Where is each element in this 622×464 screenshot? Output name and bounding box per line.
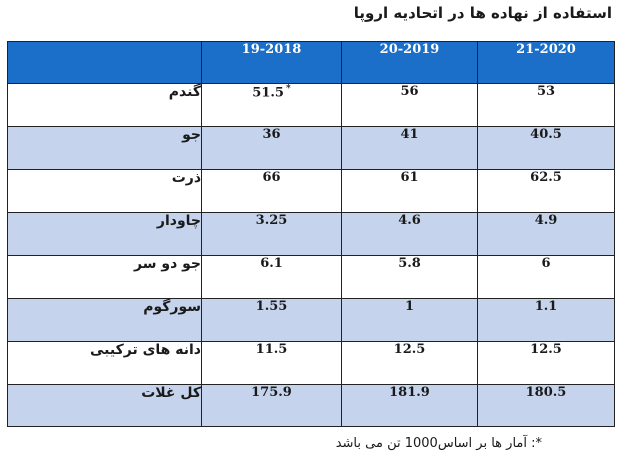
table-row: سورگوم 1.55 1 1.1 xyxy=(7,298,615,342)
table-row: دانه های ترکیبی 11.5 12.5 12.5 xyxy=(7,341,615,385)
value-cell: 3.25 xyxy=(201,212,342,256)
table-header-row: 19-2018 20-2019 21-2020 xyxy=(7,41,615,84)
value-cell: 1 xyxy=(341,298,478,342)
value-cell: 1.1 xyxy=(477,298,615,342)
column-header: 21-2020 xyxy=(477,41,615,84)
value-cell: 40.5 xyxy=(477,126,615,170)
value-cell: 6.1 xyxy=(201,255,342,299)
value-cell: 11.5 xyxy=(201,341,342,385)
data-table: 19-2018 20-2019 21-2020 گندم 51.5 * 56 53… xyxy=(7,41,615,427)
value-cell: 181.9 xyxy=(341,384,478,427)
cell-value: 51.5 xyxy=(252,85,284,101)
footnote-marker: * xyxy=(285,84,291,94)
value-cell: 175.9 xyxy=(201,384,342,427)
value-cell: 62.5 xyxy=(477,169,615,213)
value-cell: 1.55 xyxy=(201,298,342,342)
footnote: *: آمار ها بر اساس1000 تن می باشد xyxy=(335,436,542,451)
table-row: گندم 51.5 * 56 53 xyxy=(7,83,615,127)
table-row: چاودار 3.25 4.6 4.9 xyxy=(7,212,615,256)
row-label: ذرت xyxy=(7,169,202,213)
row-label: سورگوم xyxy=(7,298,202,342)
row-label: چاودار xyxy=(7,212,202,256)
value-cell: 36 xyxy=(201,126,342,170)
column-header: 20-2019 xyxy=(341,41,478,84)
value-cell: 5.8 xyxy=(341,255,478,299)
value-cell: 41 xyxy=(341,126,478,170)
value-cell: 4.6 xyxy=(341,212,478,256)
table-row: جو دو سر 6.1 5.8 6 xyxy=(7,255,615,299)
value-cell: 4.9 xyxy=(477,212,615,256)
value-cell: 53 xyxy=(477,83,615,127)
value-cell: 56 xyxy=(341,83,478,127)
value-cell: 61 xyxy=(341,169,478,213)
value-cell: 12.5 xyxy=(341,341,478,385)
table-row: جو 36 41 40.5 xyxy=(7,126,615,170)
row-label: جو xyxy=(7,126,202,170)
value-cell: 51.5 * xyxy=(201,83,342,127)
value-cell: 180.5 xyxy=(477,384,615,427)
value-cell: 6 xyxy=(477,255,615,299)
value-cell: 66 xyxy=(201,169,342,213)
table-row: ذرت 66 61 62.5 xyxy=(7,169,615,213)
page-title: استفاده از نهاده ها در اتحادیه اروپا xyxy=(353,4,612,22)
row-label: گندم xyxy=(7,83,202,127)
value-cell: 12.5 xyxy=(477,341,615,385)
row-label: دانه های ترکیبی xyxy=(7,341,202,385)
table-row-total: کل غلات 175.9 181.9 180.5 xyxy=(7,384,615,427)
column-header: 19-2018 xyxy=(201,41,342,84)
header-blank-cell xyxy=(7,41,202,84)
row-label: جو دو سر xyxy=(7,255,202,299)
row-label: کل غلات xyxy=(7,384,202,427)
